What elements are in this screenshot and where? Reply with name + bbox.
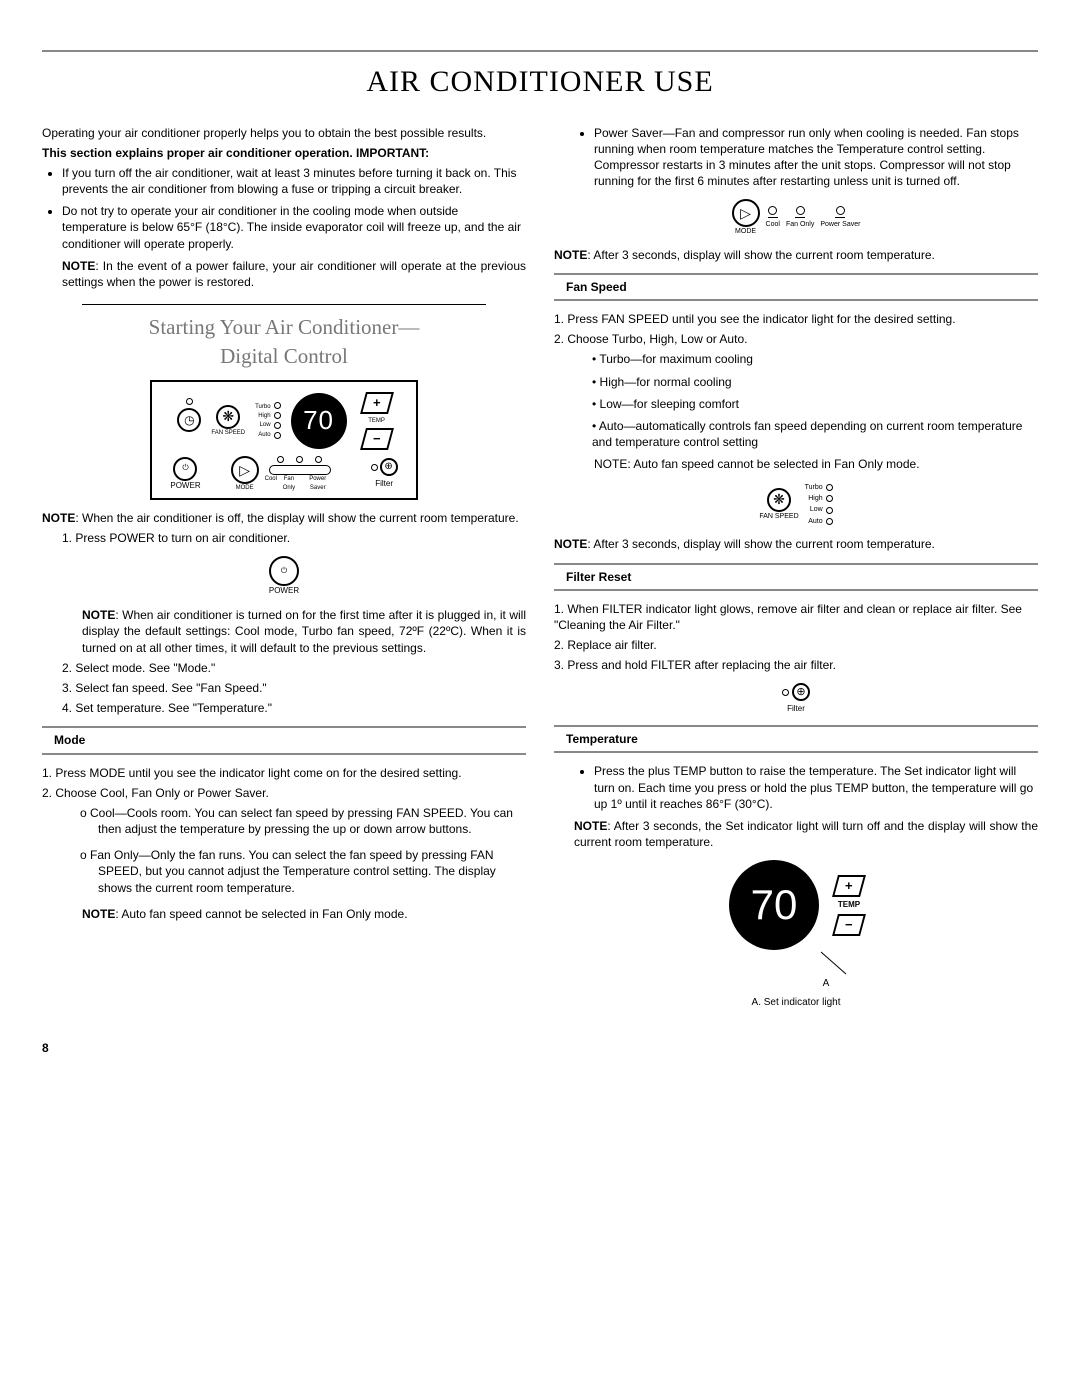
intro-p1: Operating your air conditioner properly … — [42, 125, 526, 141]
fan-s2: 2. Choose Turbo, High, Low or Auto. — [554, 331, 1038, 347]
intro-note: NOTE: In the event of a power failure, y… — [62, 258, 526, 290]
step-3: 3. Select fan speed. See "Fan Speed." — [62, 680, 526, 696]
mode-rule-bot — [42, 751, 526, 755]
filter-icon-illustration: ⊕Filter — [554, 683, 1038, 715]
fan-rule-bot — [554, 297, 1038, 301]
mode-options: Cool—Cools room. You can select fan spee… — [80, 805, 526, 896]
mode-label: Mode — [42, 728, 526, 750]
temp-note: NOTE: After 3 seconds, the Set indicator… — [574, 818, 1038, 850]
page-title: AIR CONDITIONER USE — [42, 62, 1038, 103]
intro-bullet-1: If you turn off the air conditioner, wai… — [62, 165, 526, 197]
temp-rule-bot — [554, 749, 1038, 753]
temp-bullets: Press the plus TEMP button to raise the … — [594, 763, 1038, 812]
mode-s1: 1. Press MODE until you see the indicato… — [42, 765, 526, 781]
fan-low: Low—for sleeping comfort — [592, 396, 1038, 412]
right-column: Power Saver—Fan and compressor run only … — [554, 121, 1038, 1020]
mode-icons-illustration: ▷MODE Cool Fan Only Power Saver — [554, 199, 1038, 236]
starting-note: NOTE: When the air conditioner is off, t… — [42, 510, 526, 526]
control-panel-illustration: ◷ FAN SPEED Turbo High Low Auto 70 + TEM… — [42, 380, 526, 500]
fan-after-note: NOTE: After 3 seconds, display will show… — [554, 536, 1038, 552]
fan-high: High—for normal cooling — [592, 374, 1038, 390]
power-saver-bullet: Power Saver—Fan and compressor run only … — [594, 125, 1038, 190]
step-2: 2. Select mode. See "Mode." — [62, 660, 526, 676]
mode-note: NOTE: Auto fan speed cannot be selected … — [82, 906, 526, 922]
fan-turbo: Turbo—for maximum cooling — [592, 351, 1038, 367]
mode-icon: ▷ — [231, 456, 259, 484]
intro-bullet-2: Do not try to operate your air condition… — [62, 203, 526, 252]
power-button-illustration: ⏻POWER — [42, 556, 526, 597]
mode-s2: 2. Choose Cool, Fan Only or Power Saver. — [42, 785, 526, 801]
intro-p2: This section explains proper air conditi… — [42, 145, 526, 161]
mode-fan: Fan Only—Only the fan runs. You can sele… — [80, 847, 526, 896]
filter-s2: 2. Replace air filter. — [554, 637, 1038, 653]
fan-auto: Auto—automatically controls fan speed de… — [592, 418, 1038, 450]
left-column: Operating your air conditioner properly … — [42, 121, 526, 1020]
temp-b1: Press the plus TEMP button to raise the … — [594, 763, 1038, 812]
temp-display: 70 — [291, 393, 347, 449]
temp-down-icon: − — [360, 428, 394, 450]
mode-power-saver: Power Saver—Fan and compressor run only … — [594, 125, 1038, 190]
starting-heading: Starting Your Air Conditioner—Digital Co… — [42, 313, 526, 370]
temp-display-illustration: 70 + TEMP − A A. Set indicator light — [554, 860, 1038, 1009]
fan-speed-illustration: FAN SPEED Turbo High Low Auto — [554, 483, 1038, 527]
temp-label: Temperature — [554, 727, 1038, 749]
filter-label: Filter Reset — [554, 565, 1038, 587]
temp-up-icon: + — [360, 392, 394, 414]
top-rule — [42, 50, 1038, 52]
content-columns: Operating your air conditioner properly … — [42, 121, 1038, 1020]
step-1-note: NOTE: When air conditioner is turned on … — [82, 607, 526, 656]
step-1: 1. Press POWER to turn on air conditione… — [62, 530, 526, 546]
fan-auto-note: NOTE: Auto fan speed cannot be selected … — [594, 456, 1038, 472]
callout-a: A — [614, 977, 1038, 991]
filter-icon: ⊕ Filter — [371, 458, 398, 490]
intro-bullets: If you turn off the air conditioner, wai… — [62, 165, 526, 252]
filter-s1: 1. When FILTER indicator light glows, re… — [554, 601, 1038, 633]
step-4: 4. Set temperature. See "Temperature." — [62, 700, 526, 716]
timer-icon: ◷ — [177, 408, 201, 432]
fan-s1: 1. Press FAN SPEED until you see the ind… — [554, 311, 1038, 327]
callout-label: A. Set indicator light — [554, 996, 1038, 1010]
filter-rule-bot — [554, 587, 1038, 591]
page-number: 8 — [42, 1040, 1038, 1056]
power-icon: ⏻ POWER — [170, 457, 200, 492]
filter-s3: 3. Press and hold FILTER after replacing… — [554, 657, 1038, 673]
fan-options: Turbo—for maximum cooling High—for norma… — [592, 351, 1038, 450]
fan-label: Fan Speed — [554, 275, 1038, 297]
mode-cool: Cool—Cools room. You can select fan spee… — [80, 805, 526, 837]
mode-after-note: NOTE: After 3 seconds, display will show… — [554, 247, 1038, 263]
fan-speed-icon — [216, 405, 240, 429]
section-divider — [82, 304, 486, 305]
